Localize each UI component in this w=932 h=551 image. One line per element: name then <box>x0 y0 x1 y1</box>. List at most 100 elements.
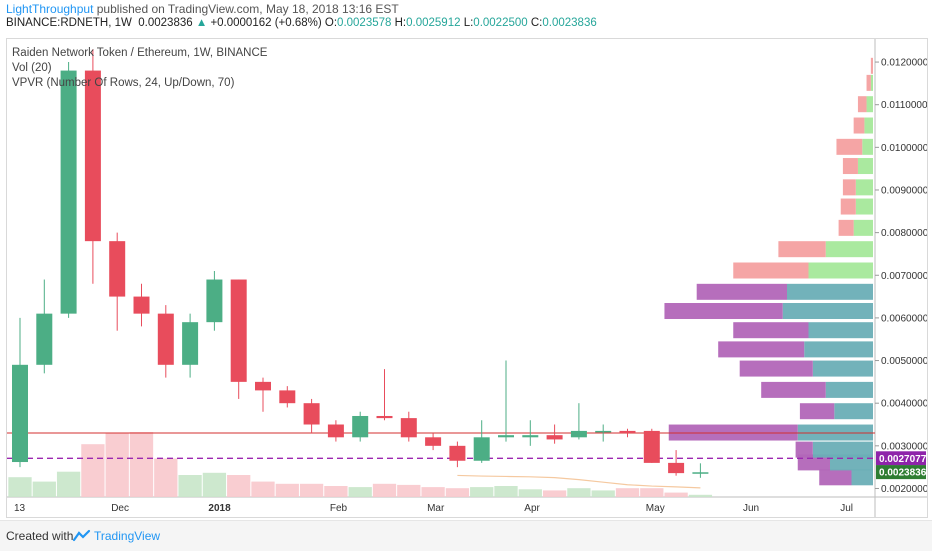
last-price-tag: 0.0023836 <box>879 468 927 479</box>
vp-down-bar <box>857 96 867 113</box>
candle-body <box>546 435 563 440</box>
volume-bar <box>178 475 202 497</box>
candle-body <box>12 364 28 463</box>
price-tick-label: 0.0110000 <box>881 100 927 111</box>
volume-bar <box>202 472 227 497</box>
author-link[interactable]: LightThroughput <box>6 2 94 16</box>
volume-bar <box>32 481 56 497</box>
vp-down-bar <box>718 341 805 358</box>
candle-body <box>109 241 126 297</box>
chart-title: Raiden Network Token / Ethereum, 1W, BIN… <box>12 47 268 59</box>
volume-bar <box>299 483 324 497</box>
vp-down-bar <box>840 198 856 215</box>
volume-bar <box>154 458 178 497</box>
vp-down-bar <box>853 117 865 134</box>
vp-down-bar <box>795 441 813 458</box>
vp-up-bar <box>787 283 873 300</box>
change-arrow-icon: ▲ <box>195 17 208 29</box>
volume-bar <box>129 432 154 497</box>
last-price-tag-bg <box>876 465 926 480</box>
volume-bar <box>227 475 251 497</box>
created-with-text: Created with <box>6 529 74 543</box>
vp-up-bar <box>853 219 873 236</box>
vp-down-bar <box>842 179 856 196</box>
candle-body <box>279 390 296 404</box>
vp-down-bar <box>799 403 835 420</box>
volume-bar <box>640 488 664 497</box>
vp-up-bar <box>855 179 873 196</box>
volume-bar <box>105 433 129 497</box>
close-label: C: <box>530 17 543 29</box>
price-tick-label: 0.0090000 <box>881 185 927 196</box>
candle-body <box>692 472 709 474</box>
vp-down-bar <box>778 241 826 258</box>
volume-bar <box>275 483 299 497</box>
candle-body <box>425 437 442 446</box>
volume-ma-line <box>457 474 701 489</box>
vp-down-bar <box>819 469 852 486</box>
vp-up-bar <box>825 241 873 258</box>
vp-up-bar <box>857 158 873 175</box>
dashed-level-price-tag: 0.0027077 <box>879 454 927 465</box>
tradingview-link[interactable]: TradingView <box>94 529 161 543</box>
chart-panel[interactable]: 0.0020000 0.0030000 0.0040000 0.0050000 0.00… <box>6 38 928 518</box>
candle-body <box>157 313 174 365</box>
volume-bar <box>372 483 397 497</box>
candle-body <box>133 296 150 314</box>
vp-down-bar <box>739 360 813 377</box>
tradingview-logo-icon <box>72 529 91 542</box>
vp-up-bar <box>870 74 873 91</box>
price-tick-label: 0.0070000 <box>881 271 927 282</box>
volume-bar <box>664 492 688 497</box>
vp-up-bar <box>866 96 873 113</box>
price-chart[interactable]: 0.0020000 0.0030000 0.0040000 0.0050000 0.00… <box>7 39 927 517</box>
low-value: 0.0022500 <box>473 17 528 29</box>
candle-body <box>182 322 199 365</box>
footer-bar: Created with TradingView <box>0 520 932 551</box>
volume-indicator-label[interactable]: Vol (20) <box>12 62 52 74</box>
candle-body <box>400 418 417 438</box>
vp-up-bar <box>808 322 873 339</box>
date-tick-label: Jul <box>840 503 853 514</box>
candle-body <box>619 430 636 434</box>
vp-up-bar <box>851 469 873 486</box>
date-tick-label: Jun <box>743 503 759 514</box>
price-tick-label: 0.0100000 <box>881 143 927 154</box>
vp-up-bar <box>862 138 873 155</box>
last-price: 0.0023836 <box>138 17 193 29</box>
dashed-level-price-tag-bg <box>876 451 926 466</box>
candle-body <box>36 313 53 365</box>
low-label: L: <box>463 17 474 29</box>
symbol-label: BINANCE:RDNETH, 1W <box>6 17 132 29</box>
price-tick-label: 0.0040000 <box>881 399 927 410</box>
open-label: O: <box>324 17 338 29</box>
volume-bar <box>542 490 567 497</box>
vp-up-bar <box>825 381 873 398</box>
candle-body <box>303 403 320 425</box>
vp-down-bar <box>842 158 858 175</box>
change-value: +0.0000162 (+0.68%) <box>210 17 322 29</box>
publish-text: published on TradingView.com, May 18, 20… <box>96 2 399 16</box>
candle-body <box>522 435 539 438</box>
vp-down-bar <box>733 262 809 279</box>
vp-down-bar <box>870 57 873 74</box>
high-value: 0.0025912 <box>406 17 461 29</box>
vp-down-bar <box>838 219 854 236</box>
candle-body <box>498 435 514 438</box>
volume-bar <box>591 490 615 497</box>
publish-info: LightThroughput published on TradingView… <box>6 2 399 16</box>
price-tick-label: 0.0050000 <box>881 356 927 367</box>
vp-down-bar <box>696 283 787 300</box>
date-tick-label: Mar <box>427 503 445 514</box>
volume-bar <box>688 494 713 497</box>
volume-bar <box>8 477 32 497</box>
vpvr-indicator-label[interactable]: VPVR (Number Of Rows, 24, Up/Down, 70) <box>12 77 235 89</box>
vp-down-bar <box>866 74 871 91</box>
candle-body <box>327 424 344 438</box>
candle-body <box>570 430 587 438</box>
candle-body <box>595 430 612 433</box>
candle-body <box>60 70 77 314</box>
date-tick-label: Apr <box>524 503 540 514</box>
volume-bar <box>81 444 105 497</box>
vp-up-bar <box>864 117 873 134</box>
